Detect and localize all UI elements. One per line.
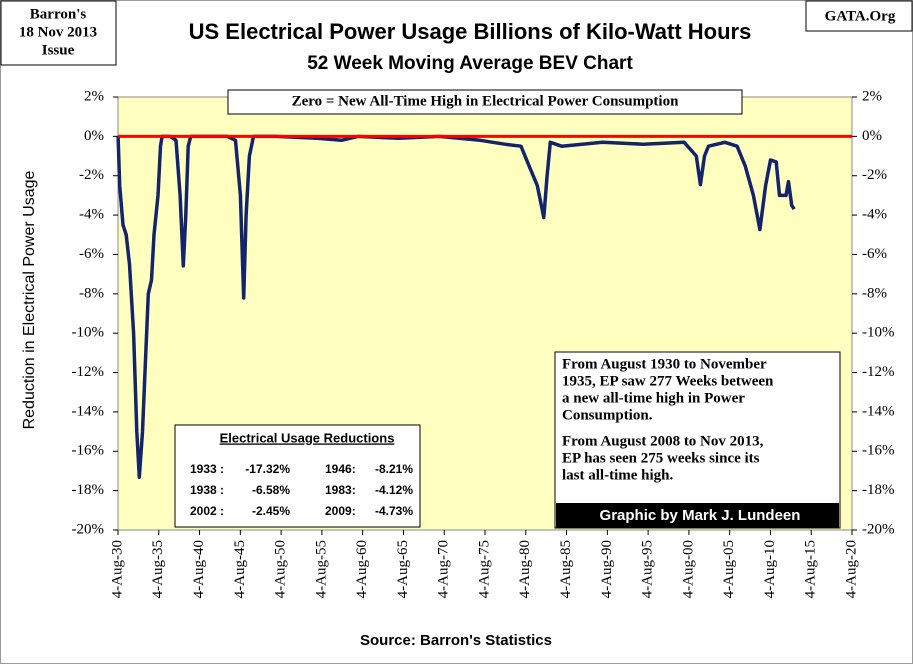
text-box-line: a new all-time high in Power <box>562 390 745 406</box>
y-tick-label: -8% <box>79 285 104 301</box>
table-box <box>174 424 421 528</box>
table-cell: -2.45% <box>252 504 290 518</box>
x-tick-label: 4-Aug-85 <box>558 540 574 598</box>
x-tick-label: 4-Aug-55 <box>313 540 329 598</box>
table-cell: 2002 : <box>190 504 224 518</box>
corner-left: Issue <box>42 42 75 58</box>
corner-left-box <box>0 0 117 66</box>
y2-tick-label: -12% <box>862 364 895 380</box>
y2-tick-label: 0% <box>862 128 882 144</box>
x-tick-label: 4-Aug-50 <box>273 540 289 598</box>
table-cell: 1933 : <box>190 462 224 476</box>
y2-tick-label: -6% <box>862 246 887 262</box>
table-title: Electrical Usage Reductions <box>220 430 395 445</box>
corner-left: Barron's <box>30 6 87 22</box>
table-cell: 1938 : <box>190 483 224 497</box>
x-tick-label: 4-Aug-80 <box>517 540 533 598</box>
x-tick-label: 4-Aug-95 <box>640 540 656 598</box>
table-cell: -8.21% <box>375 462 413 476</box>
text-box-line: EP has seen 275 weeks since its <box>562 450 760 466</box>
credit: Graphic by Mark J. Lundeen <box>600 507 801 524</box>
y2-tick-label: -20% <box>862 521 895 537</box>
x-tick-label: 4-Aug-45 <box>232 540 248 598</box>
x-tick-label: 4-Aug-15 <box>803 540 819 598</box>
y-tick-label: -2% <box>79 167 104 183</box>
top-annotation-box <box>227 89 743 115</box>
x-tick-label: 4-Aug-60 <box>354 540 370 598</box>
x-tick-label: 4-Aug-75 <box>476 540 492 598</box>
y-tick-label: -20% <box>72 521 105 537</box>
table-cell: -4.12% <box>375 483 413 497</box>
x-tick-label: 4-Aug-00 <box>680 540 696 598</box>
table-cell: 1983: <box>325 483 356 497</box>
corner-left: 18 Nov 2013 <box>19 24 97 40</box>
y-tick-label: -12% <box>72 364 105 380</box>
text-box-line: Consumption. <box>562 407 653 423</box>
y2-tick-label: -2% <box>862 167 887 183</box>
x-tick-label: 4-Aug-40 <box>191 540 207 598</box>
x-tick-label: 4-Aug-70 <box>436 540 452 598</box>
y-tick-label: 0% <box>84 128 104 144</box>
corner-right: GATA.Org <box>825 8 896 24</box>
table-cell: -17.32% <box>245 462 290 476</box>
y2-tick-label: -14% <box>862 403 895 419</box>
table-cell: 1946: <box>325 462 356 476</box>
x-tick-label: 4-Aug-10 <box>762 540 778 598</box>
y2-tick-label: -8% <box>862 285 887 301</box>
y2-tick-label: -4% <box>862 207 887 223</box>
table-cell: -4.73% <box>375 504 413 518</box>
y2-tick-label: -16% <box>862 443 895 459</box>
text-box-line: From August 2008 to Nov 2013, <box>562 433 764 449</box>
chart-subtitle: 52 Week Moving Average BEV Chart <box>307 53 633 74</box>
y2-tick-label: -18% <box>862 482 895 498</box>
y-tick-label: -10% <box>72 325 105 341</box>
x-tick-label: 4-Aug-30 <box>109 540 125 598</box>
credit-box <box>556 503 839 528</box>
chart-title: US Electrical Power Usage Billions of Ki… <box>189 19 752 44</box>
y-tick-label: -6% <box>79 246 104 262</box>
x-tick-label: 4-Aug-20 <box>843 540 859 598</box>
text-box-line: From August 1930 to November <box>562 356 767 372</box>
x-tick-label: 4-Aug-65 <box>395 540 411 598</box>
text-box-line: last all-time high. <box>562 467 673 483</box>
source: Source: Barron's Statistics <box>360 632 552 649</box>
y2-tick-label: -10% <box>862 325 895 341</box>
x-tick-label: 4-Aug-35 <box>150 540 166 598</box>
y-axis-label: Reduction in Electrical Power Usage <box>21 171 38 430</box>
text-box-line: 1935, EP saw 277 Weeks between <box>562 373 774 389</box>
corner-right-box <box>805 0 913 32</box>
y2-tick-label: 2% <box>862 88 882 104</box>
text-box <box>554 351 841 529</box>
table-cell: -6.58% <box>252 483 290 497</box>
y-tick-label: -4% <box>79 207 104 223</box>
table-cell: 2009: <box>325 504 356 518</box>
top-annotation: Zero = New All-Time High in Electrical P… <box>292 93 680 109</box>
y-tick-label: -18% <box>72 482 105 498</box>
y-tick-label: -14% <box>72 403 105 419</box>
series-line <box>116 134 796 480</box>
y-tick-label: 2% <box>84 88 104 104</box>
x-tick-label: 4-Aug-90 <box>599 540 615 598</box>
y-tick-label: -16% <box>72 443 105 459</box>
x-tick-label: 4-Aug-05 <box>721 540 737 598</box>
